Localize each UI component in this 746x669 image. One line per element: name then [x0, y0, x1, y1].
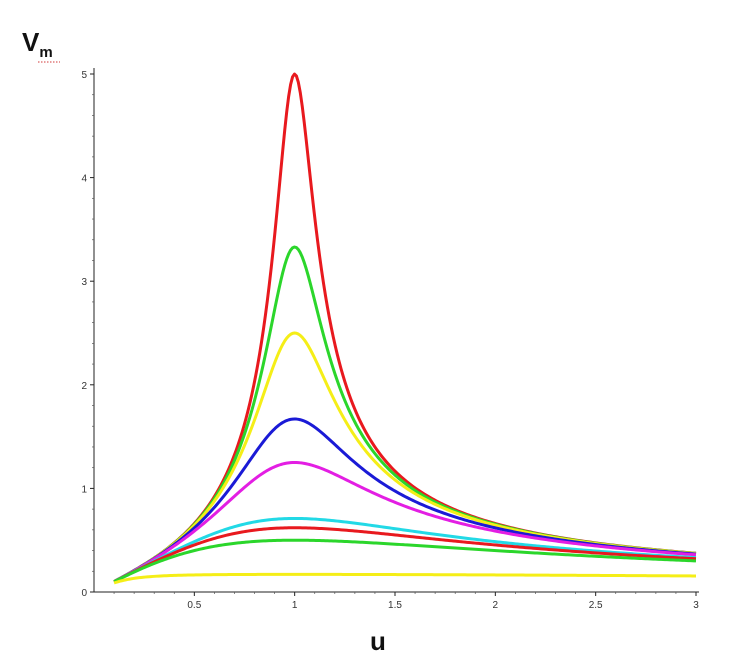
- y-axis-title-sub: m: [39, 44, 52, 61]
- series-6-line: [113, 516, 697, 583]
- series-9-line: [113, 572, 697, 585]
- axes: 0.5 1 1.5 2 2.5 3 0 1 2 3 4 5: [81, 68, 699, 611]
- series-5-line: [113, 461, 697, 583]
- series-7-line: [113, 526, 697, 584]
- x-tick-label: 2: [493, 600, 499, 611]
- x-axis-title: u: [370, 626, 386, 656]
- series-group: [113, 72, 697, 585]
- y-tick-label: 5: [81, 70, 87, 81]
- x-tick-label: 2.5: [589, 600, 603, 611]
- y-axis-title: Vm: [22, 27, 53, 61]
- y-axis-title-main: V: [22, 27, 40, 57]
- y-tick-label: 1: [81, 484, 87, 495]
- y-tick-label: 0: [81, 588, 87, 599]
- y-tick-label: 3: [81, 277, 87, 288]
- x-tick-label: 1: [292, 600, 298, 611]
- x-tick-label: 0.5: [187, 600, 201, 611]
- x-tick-label: 3: [693, 600, 699, 611]
- series-8-line: [113, 538, 697, 584]
- y-tick-label: 4: [81, 174, 87, 185]
- x-tick-label: 1.5: [388, 600, 402, 611]
- y-tick-label: 2: [81, 381, 87, 392]
